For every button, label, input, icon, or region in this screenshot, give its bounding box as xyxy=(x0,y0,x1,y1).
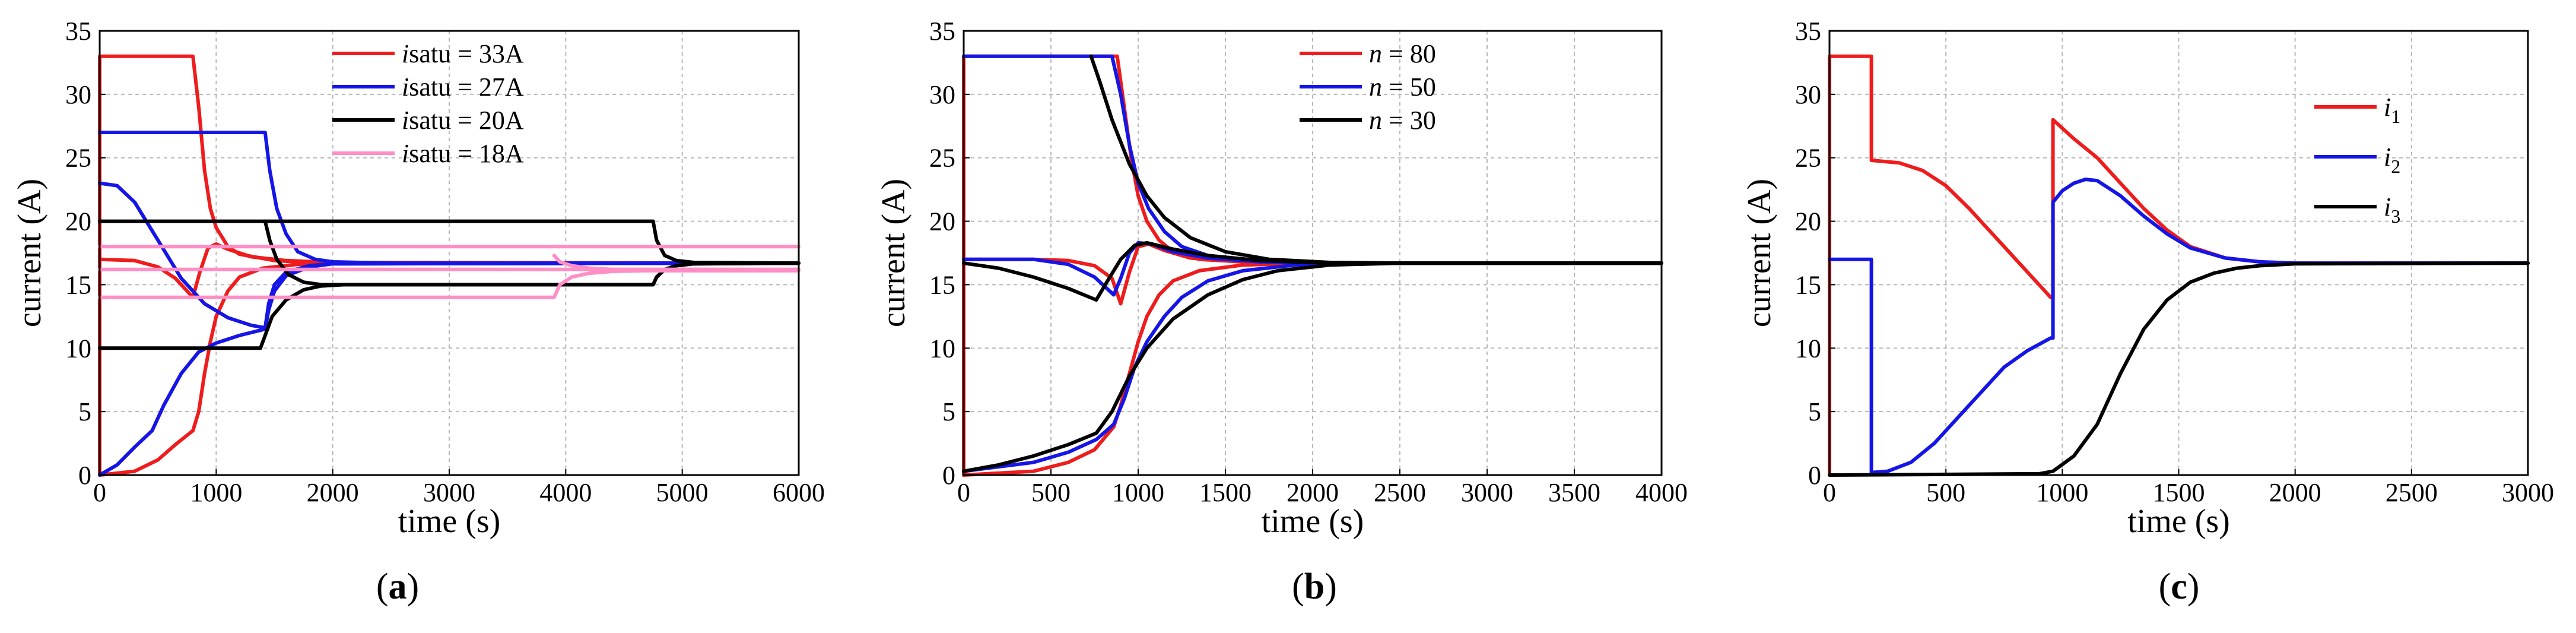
chart-a-xtick-label-6: 6000 xyxy=(773,478,825,507)
chart-a-ytick-label-3: 15 xyxy=(65,270,91,299)
chart-b-ytick-label-5: 25 xyxy=(929,144,955,173)
chart-b-ytick-label-2: 10 xyxy=(929,334,955,363)
chart-a-ytick-label-4: 20 xyxy=(65,207,91,236)
chart-c-panel: 0 500 1000 1500 2000 2500 3000 0 5 10 15 20 25 30 35 ti… xyxy=(1741,17,2554,607)
chart-a-xtick-label-1: 1000 xyxy=(190,478,242,507)
chart-a-legend-label-3: isatu = 18A xyxy=(402,139,524,168)
chart-c-series-1 xyxy=(1828,178,2530,474)
chart-b-ytick-label-4: 20 xyxy=(929,207,955,236)
chart-c-ytick-label-5: 25 xyxy=(1795,144,1821,173)
chart-b-ytick-label-7: 35 xyxy=(929,17,955,46)
chart-a-ytick-label-1: 5 xyxy=(78,397,91,426)
chart-b-xtick-label-7: 3500 xyxy=(1548,478,1600,507)
chart-c-xlabel: time (s) xyxy=(2127,503,2230,540)
chart-b-xtick-label-6: 3000 xyxy=(1461,478,1513,507)
chart-a-panel-label: (a) xyxy=(376,566,419,607)
chart-a-ytick-label-7: 35 xyxy=(65,17,91,46)
chart-b-xtick-label-0: 0 xyxy=(957,478,970,507)
chart-b-ylabel: current (A) xyxy=(875,179,912,327)
chart-a-legend-label-2: isatu = 20A xyxy=(402,106,524,135)
chart-b-xtick-label-4: 2000 xyxy=(1287,478,1339,507)
chart-b-xtick-label-1: 500 xyxy=(1031,478,1071,507)
chart-c-xtick-label-2: 1000 xyxy=(2036,478,2088,507)
chart-a-ytick-label-2: 10 xyxy=(65,334,91,363)
chart-b-series-8 xyxy=(962,261,1663,473)
chart-c-ylabel: current (A) xyxy=(1741,179,1778,327)
chart-c-legend-label-2: i3 xyxy=(2384,192,2400,227)
chart-a-series-2 xyxy=(98,261,801,477)
chart-b-legend-label-1: n = 50 xyxy=(1369,72,1436,102)
chart-a-series-5 xyxy=(98,261,801,477)
chart-c-xtick-label-3: 1500 xyxy=(2153,478,2205,507)
chart-a-xtick-label-4: 4000 xyxy=(539,478,592,507)
chart-a-series-12 xyxy=(552,254,801,271)
chart-b-series-7 xyxy=(962,240,1663,302)
chart-a-ytick-label-5: 25 xyxy=(65,144,91,173)
chart-b-panel: 0 500 1000 1500 2000 2500 3000 3500 4000 0 5 10 15 20… xyxy=(875,17,1688,607)
chart-a-ytick-label-6: 30 xyxy=(65,80,91,109)
chart-a-xtick-label-2: 2000 xyxy=(307,478,359,507)
chart-b-series-5 xyxy=(962,261,1663,473)
chart-b-ytick-label-0: 0 xyxy=(942,461,955,490)
chart-c-xtick-label-5: 2500 xyxy=(2386,478,2438,507)
chart-b-ytick-label-3: 15 xyxy=(929,270,955,299)
chart-b-legend-label-0: n = 80 xyxy=(1369,39,1436,68)
chart-c-xtick-label-0: 0 xyxy=(1823,478,1836,507)
chart-b-xtick-label-2: 1000 xyxy=(1112,478,1164,507)
chart-b-xtick-label-8: 4000 xyxy=(1635,478,1688,507)
chart-a-xtick-label-3: 3000 xyxy=(423,478,475,507)
chart-c-ytick-label-7: 35 xyxy=(1795,17,1821,46)
chart-c-legend-label-0: i1 xyxy=(2384,93,2400,127)
chart-c-xtick-label-1: 500 xyxy=(1926,478,1965,507)
chart-c-ytick-label-0: 0 xyxy=(1808,461,1821,490)
chart-c-legend-label-1: i2 xyxy=(2384,143,2400,177)
chart-b-ytick-label-1: 5 xyxy=(942,397,955,426)
chart-b-xtick-label-5: 2500 xyxy=(1374,478,1426,507)
chart-c-xtick-label-6: 3000 xyxy=(2502,478,2554,507)
chart-a-panel: 0 1000 2000 3000 4000 5000 6000 0 5 10 15 20 25 30 35 t… xyxy=(11,17,825,607)
chart-c-series-2 xyxy=(1828,261,2530,477)
chart-a-series-8 xyxy=(263,219,801,287)
chart-c-ytick-label-1: 5 xyxy=(1808,397,1821,426)
chart-a-ytick-label-0: 0 xyxy=(78,461,91,490)
chart-c-ytick-label-2: 10 xyxy=(1795,334,1821,363)
chart-b-xtick-label-3: 1500 xyxy=(1199,478,1252,507)
chart-c-ytick-label-3: 15 xyxy=(1795,270,1821,299)
chart-c-panel-label: (c) xyxy=(2159,566,2200,607)
chart-a-xlabel: time (s) xyxy=(398,503,501,540)
chart-a-legend-label-0: isatu = 33A xyxy=(402,39,524,68)
chart-a-xtick-label-0: 0 xyxy=(93,478,106,507)
chart-b-panel-label: (b) xyxy=(1292,566,1337,607)
chart-c-ytick-label-4: 20 xyxy=(1795,207,1821,236)
chart-a-legend-label-1: isatu = 27A xyxy=(402,72,524,102)
chart-a-ylabel: current (A) xyxy=(11,179,48,327)
chart-a-xtick-label-5: 5000 xyxy=(656,478,709,507)
chart-c-xtick-label-4: 2000 xyxy=(2269,478,2321,507)
chart-b-legend-label-2: n = 30 xyxy=(1369,106,1436,135)
chart-b-ytick-label-6: 30 xyxy=(929,80,955,109)
chart-b-xlabel: time (s) xyxy=(1262,503,1364,540)
chart-c-ytick-label-6: 30 xyxy=(1795,80,1821,109)
chart-b-series-2 xyxy=(962,261,1663,477)
